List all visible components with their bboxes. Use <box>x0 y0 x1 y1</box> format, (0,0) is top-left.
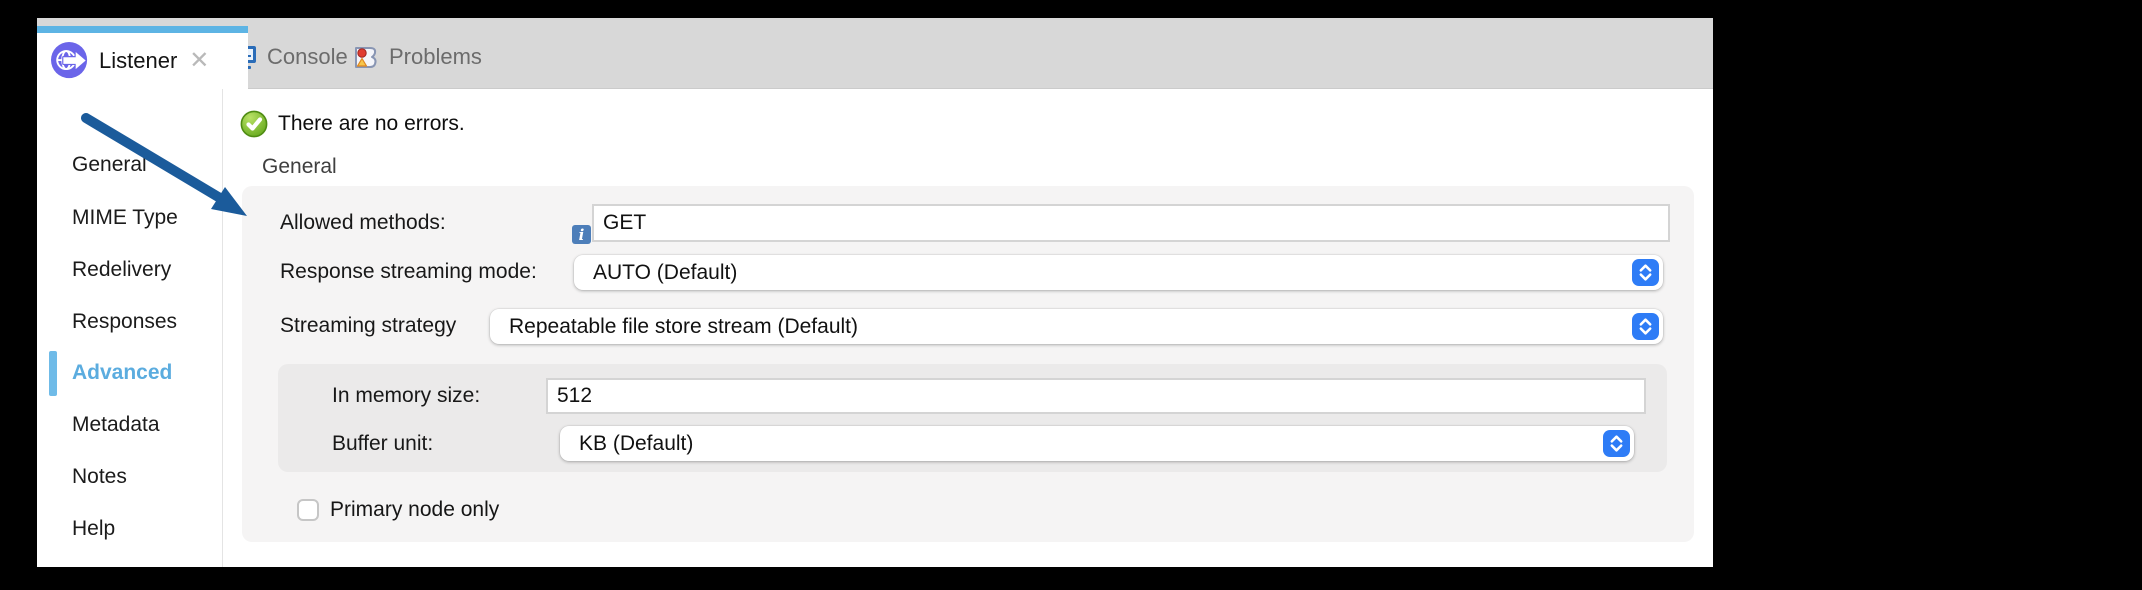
tab-console-label: Console <box>267 44 348 69</box>
sidebar-item-mime-type[interactable]: MIME Type <box>72 206 178 229</box>
response-streaming-mode-value: AUTO (Default) <box>593 260 738 284</box>
allowed-methods-input[interactable] <box>592 204 1670 242</box>
response-streaming-mode-select[interactable]: AUTO (Default) <box>574 255 1663 290</box>
in-memory-size-input[interactable] <box>546 378 1646 414</box>
sidebar-item-help[interactable]: Help <box>72 517 116 540</box>
sidebar-item-notes[interactable]: Notes <box>72 465 127 488</box>
in-memory-size-label: In memory size: <box>332 384 481 407</box>
tab-listener-label: Listener <box>99 48 178 73</box>
tab-listener[interactable]: Listener ✕ <box>37 26 248 89</box>
streaming-strategy-group-box: In memory size: Buffer unit: KB (Default… <box>278 364 1667 472</box>
chevron-up-down-icon <box>1632 259 1659 286</box>
general-group-box: Allowed methods: i Response streaming mo… <box>242 186 1694 542</box>
sidebar-item-advanced[interactable]: Advanced <box>72 361 173 384</box>
response-streaming-mode-label: Response streaming mode: <box>280 260 537 283</box>
sidebar-item-metadata[interactable]: Metadata <box>72 413 160 436</box>
tab-problems-label: Problems <box>389 44 482 69</box>
sidebar-item-responses[interactable]: Responses <box>72 310 178 333</box>
sidebar-item-redelivery[interactable]: Redelivery <box>72 258 172 281</box>
streaming-strategy-label: Streaming strategy <box>280 314 457 337</box>
primary-node-only-checkbox[interactable] <box>297 499 319 521</box>
streaming-strategy-value: Repeatable file store stream (Default) <box>509 314 858 338</box>
info-icon[interactable]: i <box>572 225 591 244</box>
chevron-up-down-icon <box>1632 313 1659 340</box>
streaming-strategy-select[interactable]: Repeatable file store stream (Default) <box>490 309 1663 344</box>
problems-icon <box>352 43 380 71</box>
allowed-methods-label: Allowed methods: <box>280 211 446 234</box>
properties-panel: Listener ✕ Console <box>37 18 1713 567</box>
tab-bar: Listener ✕ Console <box>37 18 1713 89</box>
status-message: There are no errors. <box>278 112 465 135</box>
buffer-unit-value: KB (Default) <box>579 431 694 455</box>
tab-problems[interactable]: Problems <box>344 26 490 88</box>
chevron-up-down-icon <box>1603 430 1630 457</box>
sidebar-active-indicator <box>49 351 57 396</box>
buffer-unit-select[interactable]: KB (Default) <box>560 426 1634 461</box>
no-errors-check-icon <box>240 110 268 143</box>
sidebar-divider <box>222 88 223 567</box>
section-title: General <box>262 155 337 178</box>
http-listener-icon <box>51 42 89 80</box>
buffer-unit-label: Buffer unit: <box>332 432 434 455</box>
sidebar-item-general[interactable]: General <box>72 153 147 176</box>
close-icon[interactable]: ✕ <box>189 47 210 74</box>
primary-node-only-label: Primary node only <box>330 498 500 521</box>
